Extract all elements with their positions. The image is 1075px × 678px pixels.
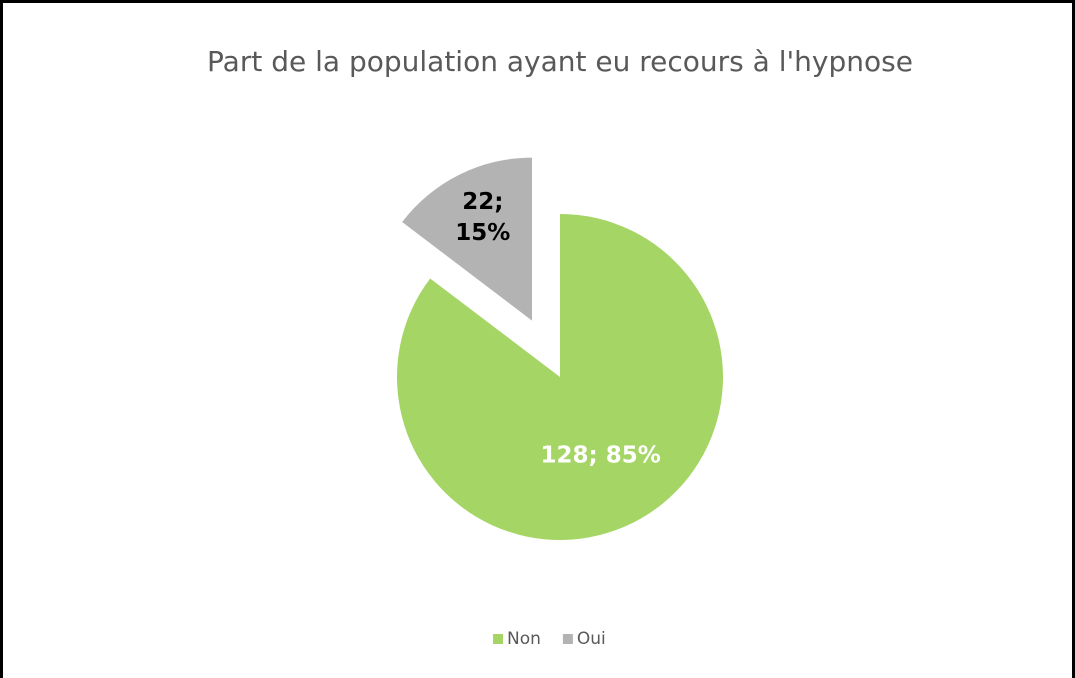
legend-label: Oui (577, 629, 606, 649)
pie-slice (397, 214, 723, 540)
legend-swatch (493, 634, 503, 644)
data-label: 22; 15% (455, 189, 511, 247)
chart-title: Part de la population ayant eu recours à… (207, 45, 913, 78)
legend-label: Non (507, 629, 541, 649)
legend-swatch (562, 634, 573, 644)
data-label: 128; 85% (540, 442, 661, 469)
pie-slice (402, 157, 532, 321)
chart: Part de la population ayant eu recours à… (207, 45, 913, 649)
